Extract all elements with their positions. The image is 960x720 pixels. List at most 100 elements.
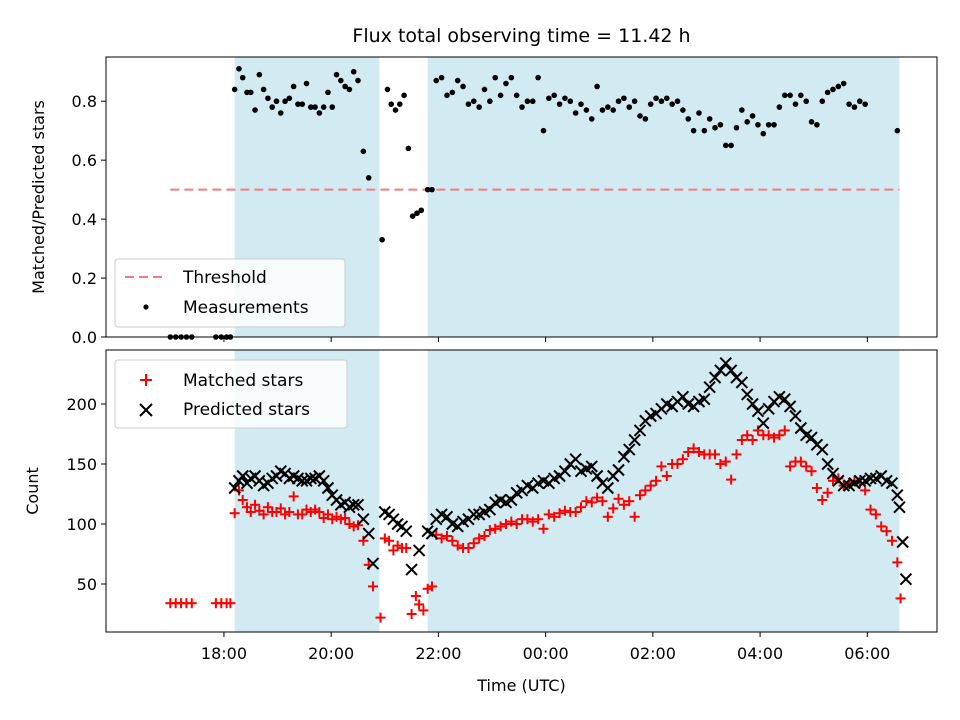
matched-star-point bbox=[511, 519, 522, 529]
measurement-point bbox=[396, 101, 403, 107]
bottom-x-tick-label-5: 04:00 bbox=[737, 644, 783, 663]
matched-star-point bbox=[533, 514, 544, 525]
matched-star-point bbox=[683, 447, 694, 457]
top-legend-box bbox=[114, 258, 346, 328]
bottom-y-tick-label-0: 50 bbox=[77, 575, 97, 594]
predicted-star-point bbox=[357, 512, 370, 526]
measurement-point bbox=[286, 95, 293, 102]
measurement-point bbox=[465, 101, 472, 107]
measurement-point bbox=[755, 121, 761, 128]
measurement-point bbox=[824, 89, 831, 96]
predicted-star-point bbox=[714, 364, 727, 377]
predicted-star-point bbox=[837, 479, 850, 492]
measurement-point bbox=[546, 95, 552, 102]
legend-predicted-label: Predicted stars bbox=[183, 400, 310, 420]
predicted-star-point bbox=[703, 380, 716, 394]
measurement-point bbox=[588, 116, 595, 122]
measurement-point bbox=[556, 101, 563, 107]
measurement-point bbox=[851, 104, 858, 110]
measurement-point bbox=[260, 86, 267, 93]
predicted-star-point bbox=[885, 476, 899, 490]
measurement-point bbox=[360, 148, 367, 155]
measurement-point bbox=[733, 124, 740, 131]
matched-star-point bbox=[452, 540, 463, 551]
matched-star-point bbox=[892, 557, 903, 568]
measurement-point bbox=[749, 113, 756, 119]
predicted-star-point bbox=[783, 400, 797, 413]
predicted-star-point bbox=[821, 457, 834, 471]
measurement-point bbox=[846, 101, 852, 107]
measurement-point bbox=[290, 83, 297, 90]
bottom-x-tick-label-6: 06:00 bbox=[844, 644, 890, 663]
matched-star-point bbox=[538, 523, 549, 534]
bottom-x-tick-label-0: 18:00 bbox=[201, 644, 247, 663]
measurement-point bbox=[444, 92, 450, 99]
predicted-star-point bbox=[893, 500, 906, 514]
bottom-y-tick-label-3: 200 bbox=[66, 395, 97, 414]
predicted-star-point bbox=[891, 488, 904, 502]
measurement-point bbox=[615, 98, 622, 105]
predicted-star-point bbox=[425, 527, 439, 540]
measurement-point bbox=[653, 95, 659, 102]
predicted-star-point bbox=[569, 452, 582, 466]
measurement-point bbox=[792, 101, 799, 107]
predicted-star-point bbox=[347, 498, 360, 512]
predicted-star-point bbox=[698, 392, 711, 406]
predicted-star-point bbox=[853, 474, 867, 488]
matched-star-point bbox=[613, 493, 624, 504]
bottom-y-tick-label-2: 150 bbox=[66, 455, 97, 474]
bottom-shade-band-1 bbox=[427, 350, 900, 632]
matched-star-point bbox=[597, 496, 608, 507]
top-y-tick-label-1: 0.2 bbox=[72, 269, 97, 288]
measurement-point bbox=[256, 71, 263, 78]
matched-star-point bbox=[229, 508, 240, 519]
matched-star-point bbox=[490, 523, 501, 534]
measurement-point bbox=[621, 95, 627, 102]
matched-star-point bbox=[811, 483, 822, 493]
matched-star-point bbox=[618, 499, 629, 510]
measurement-point bbox=[626, 104, 633, 110]
bottom-x-tick-label-4: 02:00 bbox=[630, 644, 676, 663]
measurement-point bbox=[572, 110, 579, 116]
matched-star-point bbox=[586, 497, 597, 508]
measurement-point bbox=[269, 104, 276, 110]
matched-star-point bbox=[779, 425, 790, 436]
predicted-star-point bbox=[864, 472, 877, 485]
bottom-ticks: 50 100 150 200 18:00 20:00 22:00 00:00 02:00 04:0… bbox=[66, 395, 890, 663]
predicted-star-point bbox=[590, 469, 604, 483]
measurement-point bbox=[316, 110, 323, 116]
top-title: Flux total observing time = 11.42 h bbox=[352, 25, 690, 47]
measurement-point bbox=[663, 95, 670, 102]
predicted-star-point bbox=[617, 450, 631, 464]
measurement-point bbox=[701, 127, 708, 134]
measurement-point bbox=[776, 104, 783, 110]
measurement-point bbox=[379, 236, 385, 243]
measurement-point bbox=[338, 77, 344, 84]
measurement-point bbox=[508, 74, 515, 81]
matched-star-point bbox=[608, 503, 619, 514]
top-shaded-intervals bbox=[234, 57, 900, 337]
matched-star-point bbox=[720, 456, 731, 467]
predicted-star-point bbox=[708, 371, 722, 384]
measurement-point bbox=[460, 83, 466, 90]
measurement-point bbox=[862, 101, 868, 107]
measurement-point bbox=[384, 86, 391, 93]
matched-star-point bbox=[752, 425, 763, 436]
matched-star-point bbox=[726, 474, 737, 485]
matched-star-point bbox=[225, 598, 236, 609]
matched-star-point bbox=[817, 495, 828, 505]
top-ticks: 0.0 0.2 0.4 0.6 0.8 bbox=[72, 92, 868, 347]
measurement-point bbox=[320, 104, 327, 110]
measurement-point bbox=[583, 107, 590, 113]
matched-star-point bbox=[468, 538, 479, 549]
predicted-star-point bbox=[896, 535, 909, 549]
matched-star-point bbox=[822, 487, 833, 498]
top-panel: 0.0 0.2 0.4 0.6 0.8 Flux total observing tim… bbox=[29, 25, 938, 347]
matched-star-point bbox=[651, 475, 662, 486]
measurement-point bbox=[405, 145, 412, 152]
predicted-star-point bbox=[826, 467, 840, 480]
measurement-point bbox=[578, 101, 584, 107]
bottom-x-tick-label-3: 00:00 bbox=[523, 644, 569, 663]
predicted-star-point bbox=[558, 464, 572, 478]
